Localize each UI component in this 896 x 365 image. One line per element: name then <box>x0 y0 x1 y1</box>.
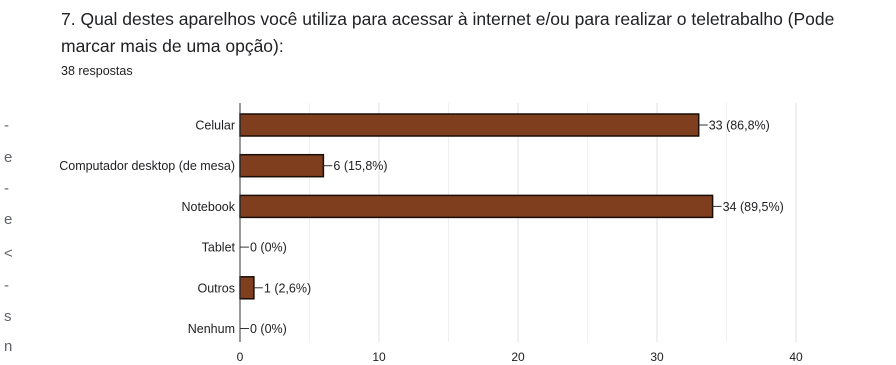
data-label: 6 (15,8%) <box>333 159 387 173</box>
data-labels: 33 (86,8%) 6 (15,8%) 34 (89,5%) 0 (0%) 1 (2,… <box>240 119 784 336</box>
x-tick-label: 20 <box>511 350 525 364</box>
x-tick-label: 0 <box>237 350 244 364</box>
x-tick-label: 10 <box>372 350 386 364</box>
bar <box>239 153 325 178</box>
edge-glyph: - <box>4 277 9 294</box>
category-label: Nenhum <box>188 322 235 336</box>
edge-glyph: < <box>4 245 13 262</box>
x-axis-ticks: 0 10 20 30 40 <box>237 350 803 364</box>
question-text: 7. Qual destes aparelhos você utiliza pa… <box>61 9 835 56</box>
bar <box>239 276 255 300</box>
left-edge-cropped-text: - e - e < - sn <box>4 117 13 355</box>
data-label: 34 (89,5%) <box>723 200 784 214</box>
category-label: Celular <box>195 119 235 133</box>
chart-bars <box>239 113 714 300</box>
bar <box>239 194 714 219</box>
edge-glyph: - <box>4 117 9 134</box>
data-label: 0 (0%) <box>250 322 287 336</box>
data-label: 0 (0%) <box>250 241 287 255</box>
edge-glyph: s <box>4 308 12 325</box>
edge-glyph: e <box>4 149 12 166</box>
data-label: 1 (2,6%) <box>264 281 311 295</box>
edge-glyph: n <box>4 338 12 355</box>
category-label: Outros <box>197 281 235 295</box>
category-label: Computador desktop (de mesa) <box>59 159 235 173</box>
edge-glyph: - <box>4 180 9 197</box>
data-label: 33 (86,8%) <box>709 119 770 133</box>
response-count: 38 respostas <box>61 64 133 78</box>
category-label: Notebook <box>181 200 235 214</box>
category-labels: Celular Computador desktop (de mesa) Noteb… <box>59 119 236 337</box>
bar <box>239 113 700 137</box>
edge-glyph: e <box>4 211 12 228</box>
x-tick-label: 40 <box>789 350 803 364</box>
chart-gridlines <box>309 103 797 342</box>
x-tick-label: 30 <box>650 350 664 364</box>
category-label: Tablet <box>202 241 236 255</box>
